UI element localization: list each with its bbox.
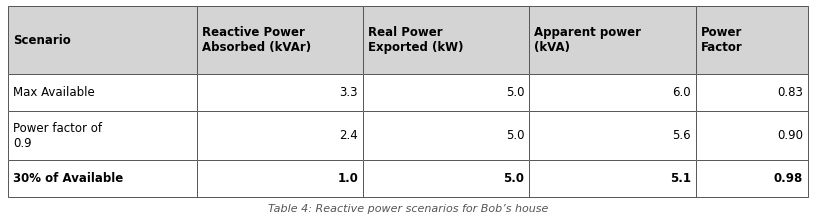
- Bar: [197, 74, 363, 111]
- Text: 5.1: 5.1: [670, 172, 691, 185]
- Bar: [530, 74, 696, 111]
- Bar: [696, 6, 808, 74]
- Bar: [8, 111, 197, 160]
- Bar: [8, 74, 197, 111]
- Bar: [696, 111, 808, 160]
- Bar: [197, 160, 363, 197]
- Text: 1.0: 1.0: [337, 172, 358, 185]
- Bar: [530, 6, 696, 74]
- Text: 0.98: 0.98: [774, 172, 803, 185]
- Bar: [8, 6, 197, 74]
- Text: Table 4: Reactive power scenarios for Bob’s house: Table 4: Reactive power scenarios for Bo…: [268, 204, 548, 214]
- Bar: [197, 111, 363, 160]
- Text: 30% of Available: 30% of Available: [13, 172, 123, 185]
- Bar: [696, 111, 808, 160]
- Bar: [696, 74, 808, 111]
- Text: Reactive Power
Absorbed (kVAr): Reactive Power Absorbed (kVAr): [202, 26, 311, 54]
- Bar: [8, 74, 197, 111]
- Text: 0.90: 0.90: [777, 129, 803, 142]
- Text: 2.4: 2.4: [339, 129, 358, 142]
- Text: Power
Factor: Power Factor: [701, 26, 743, 54]
- Bar: [8, 6, 197, 74]
- Bar: [530, 111, 696, 160]
- Bar: [530, 6, 696, 74]
- Bar: [8, 160, 197, 197]
- Bar: [363, 6, 530, 74]
- Text: 6.0: 6.0: [672, 86, 691, 99]
- Bar: [696, 6, 808, 74]
- Bar: [363, 111, 530, 160]
- Bar: [363, 160, 530, 197]
- Bar: [696, 160, 808, 197]
- Text: Scenario: Scenario: [13, 34, 71, 47]
- Bar: [197, 6, 363, 74]
- Bar: [197, 6, 363, 74]
- Bar: [530, 111, 696, 160]
- Bar: [530, 160, 696, 197]
- Text: Real Power
Exported (kW): Real Power Exported (kW): [368, 26, 463, 54]
- Text: Apparent power
(kVA): Apparent power (kVA): [534, 26, 641, 54]
- Bar: [696, 74, 808, 111]
- Bar: [363, 74, 530, 111]
- Text: 5.0: 5.0: [506, 129, 525, 142]
- Text: 0.83: 0.83: [777, 86, 803, 99]
- Bar: [530, 74, 696, 111]
- Bar: [696, 160, 808, 197]
- Text: 5.0: 5.0: [503, 172, 525, 185]
- Bar: [363, 160, 530, 197]
- Bar: [8, 160, 197, 197]
- Bar: [363, 6, 530, 74]
- Bar: [197, 160, 363, 197]
- Bar: [530, 160, 696, 197]
- Bar: [197, 74, 363, 111]
- Text: 3.3: 3.3: [339, 86, 358, 99]
- Bar: [363, 74, 530, 111]
- Text: 5.0: 5.0: [506, 86, 525, 99]
- Bar: [8, 111, 197, 160]
- Text: 5.6: 5.6: [672, 129, 691, 142]
- Text: Max Available: Max Available: [13, 86, 95, 99]
- Text: Power factor of
0.9: Power factor of 0.9: [13, 122, 102, 150]
- Bar: [197, 111, 363, 160]
- Bar: [363, 111, 530, 160]
